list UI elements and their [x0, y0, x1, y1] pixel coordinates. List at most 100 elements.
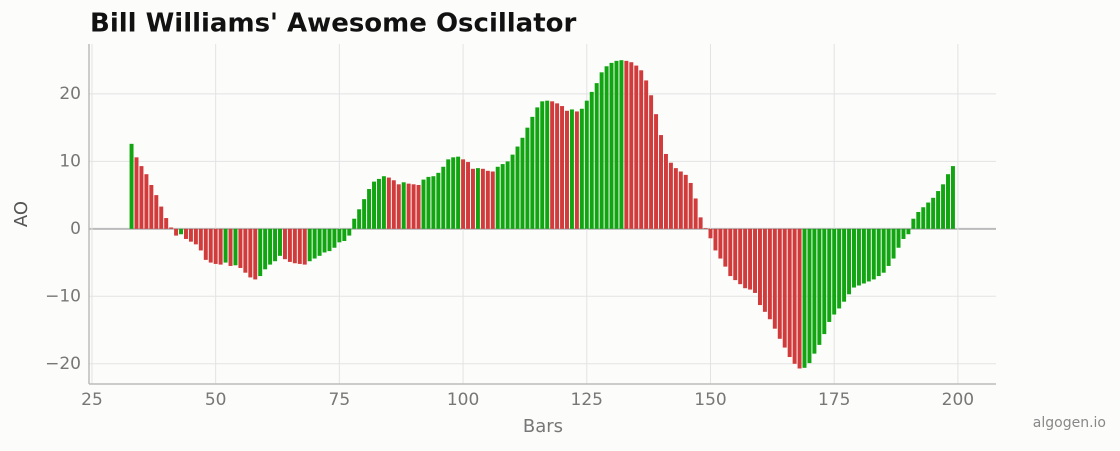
bar: [129, 143, 134, 229]
bar: [822, 228, 827, 335]
bar: [767, 228, 772, 320]
bar: [832, 228, 837, 315]
bar: [406, 183, 411, 229]
bar: [688, 182, 693, 229]
bar: [515, 146, 520, 229]
bar: [287, 228, 292, 262]
bar: [188, 228, 193, 242]
bar: [698, 217, 703, 229]
bar: [540, 101, 545, 229]
x-tick-label: 100: [447, 390, 479, 410]
bar: [218, 228, 223, 265]
bar: [683, 174, 688, 229]
bar: [931, 197, 936, 229]
bar: [317, 228, 322, 256]
bar: [505, 161, 510, 229]
x-tick-label: 200: [942, 390, 974, 410]
bar: [599, 72, 604, 229]
bar: [624, 60, 629, 229]
bar: [827, 228, 832, 322]
bar: [876, 228, 881, 277]
bar: [649, 95, 654, 229]
bar: [352, 218, 357, 229]
bar: [762, 228, 767, 312]
bar: [614, 60, 619, 229]
bar: [753, 228, 758, 293]
bar: [510, 154, 515, 229]
bar: [738, 228, 743, 285]
bar: [926, 202, 931, 229]
bar: [159, 206, 164, 229]
y-tick-label: −10: [45, 286, 81, 306]
bar: [525, 127, 530, 229]
bar: [555, 103, 560, 229]
bar: [228, 228, 233, 266]
bar: [743, 228, 748, 289]
bar: [807, 228, 812, 364]
bar: [495, 166, 500, 229]
bar: [456, 156, 461, 229]
bar: [723, 228, 728, 267]
bar: [149, 184, 154, 229]
bar: [470, 168, 475, 229]
bar: [179, 228, 184, 235]
bar: [856, 228, 861, 286]
bar: [654, 114, 659, 229]
bar: [594, 83, 599, 229]
bar: [297, 228, 302, 264]
bar: [837, 228, 842, 309]
bar: [589, 91, 594, 229]
bar: [223, 228, 228, 263]
bar: [733, 228, 738, 281]
bar: [936, 191, 941, 229]
bar: [619, 60, 624, 229]
bar: [728, 228, 733, 277]
bar: [391, 180, 396, 229]
bar: [292, 228, 297, 264]
bar: [357, 209, 362, 229]
bar: [233, 228, 238, 266]
bar: [896, 228, 901, 248]
bar: [193, 228, 198, 245]
bar: [174, 228, 179, 236]
bar: [386, 177, 391, 229]
bar: [530, 116, 535, 229]
bar: [911, 218, 916, 229]
bar: [347, 228, 352, 236]
bar: [451, 157, 456, 229]
bar: [480, 168, 485, 229]
bar: [693, 198, 698, 229]
x-tick-label: 25: [81, 390, 103, 410]
bar: [703, 228, 708, 229]
bar: [282, 228, 287, 260]
bar: [401, 182, 406, 229]
bar: [866, 228, 871, 282]
bar: [396, 184, 401, 229]
bar: [307, 228, 312, 262]
bar: [678, 171, 683, 229]
bar: [253, 228, 258, 280]
bar: [154, 195, 159, 229]
bar: [362, 199, 367, 229]
bar: [367, 189, 372, 229]
bar: [337, 228, 342, 243]
bar: [871, 228, 876, 280]
bar: [639, 70, 644, 229]
bar: [604, 66, 609, 229]
bar: [327, 228, 332, 252]
bar: [901, 228, 906, 239]
y-tick-label: −20: [45, 354, 81, 374]
x-tick-label: 75: [329, 390, 351, 410]
bar: [802, 228, 807, 368]
bar: [668, 162, 673, 229]
x-tick-label: 150: [694, 390, 726, 410]
bar: [663, 153, 668, 229]
bar: [411, 184, 416, 229]
x-tick-label: 125: [571, 390, 603, 410]
bar: [842, 228, 847, 302]
bar: [718, 228, 723, 259]
bar: [376, 178, 381, 229]
x-tick-label: 50: [205, 390, 227, 410]
bar: [520, 137, 525, 229]
y-tick-label: 0: [70, 219, 81, 239]
